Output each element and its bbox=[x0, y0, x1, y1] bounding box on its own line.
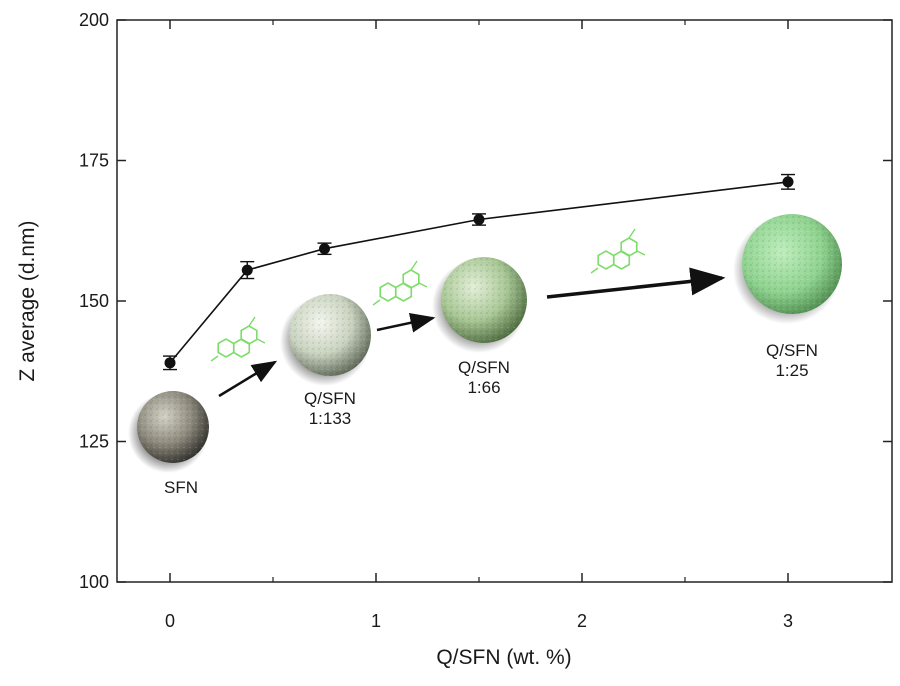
molecule-ring bbox=[240, 325, 258, 345]
molecule-icon bbox=[210, 316, 266, 362]
molecule-bond bbox=[256, 338, 266, 344]
transition-arrow bbox=[546, 267, 726, 299]
x-tick-label: 1 bbox=[371, 611, 381, 631]
data-point bbox=[164, 357, 176, 369]
data-point bbox=[473, 214, 485, 226]
transition-arrow bbox=[218, 360, 278, 398]
x-tick-label: 0 bbox=[165, 611, 175, 631]
molecule-ring bbox=[612, 250, 631, 270]
molecule-bond bbox=[410, 260, 418, 271]
sample-label: Q/SFN bbox=[304, 389, 356, 408]
molecule-bond bbox=[628, 228, 636, 239]
sample-label: 1:25 bbox=[775, 361, 808, 380]
x-axis-title: Q/SFN (wt. %) bbox=[436, 646, 571, 669]
sample-disk-texture bbox=[441, 257, 527, 343]
molecule-bond bbox=[636, 250, 646, 256]
data-point bbox=[782, 176, 794, 188]
sample-label: Q/SFN bbox=[458, 358, 510, 377]
data-point bbox=[241, 264, 253, 276]
molecule-bond bbox=[372, 299, 381, 306]
molecule-bond bbox=[210, 355, 219, 362]
molecule-ring bbox=[620, 237, 638, 257]
sample-disk-texture bbox=[289, 294, 371, 376]
molecule-icon bbox=[590, 228, 646, 274]
molecule-icon bbox=[372, 260, 428, 306]
y-tick-label: 200 bbox=[79, 10, 109, 30]
molecule-ring bbox=[217, 338, 235, 358]
molecule-bond bbox=[248, 316, 256, 327]
y-tick-label: 175 bbox=[79, 151, 109, 171]
x-tick-label: 2 bbox=[577, 611, 587, 631]
molecule-ring bbox=[597, 250, 615, 270]
sample-label: 1:133 bbox=[309, 409, 352, 428]
sample-label: 1:66 bbox=[467, 378, 500, 397]
sample-label: SFN bbox=[164, 478, 198, 497]
y-tick-label: 100 bbox=[79, 572, 109, 592]
data-point bbox=[319, 243, 330, 255]
molecule-bond bbox=[418, 282, 428, 288]
y-tick-label: 150 bbox=[79, 291, 109, 311]
molecule-ring bbox=[402, 269, 420, 289]
sample-label: Q/SFN bbox=[766, 341, 818, 360]
sample-disk-texture bbox=[137, 391, 209, 463]
y-tick-label: 125 bbox=[79, 432, 109, 452]
molecule-ring bbox=[379, 282, 397, 302]
molecule-ring bbox=[394, 282, 413, 302]
y-axis-title: Z average (d.nm) bbox=[16, 220, 39, 381]
sample-disk-texture bbox=[742, 214, 842, 314]
molecule-bond bbox=[590, 267, 599, 274]
molecule-ring bbox=[232, 338, 251, 358]
x-tick-label: 3 bbox=[783, 611, 793, 631]
transition-arrow bbox=[376, 312, 436, 333]
